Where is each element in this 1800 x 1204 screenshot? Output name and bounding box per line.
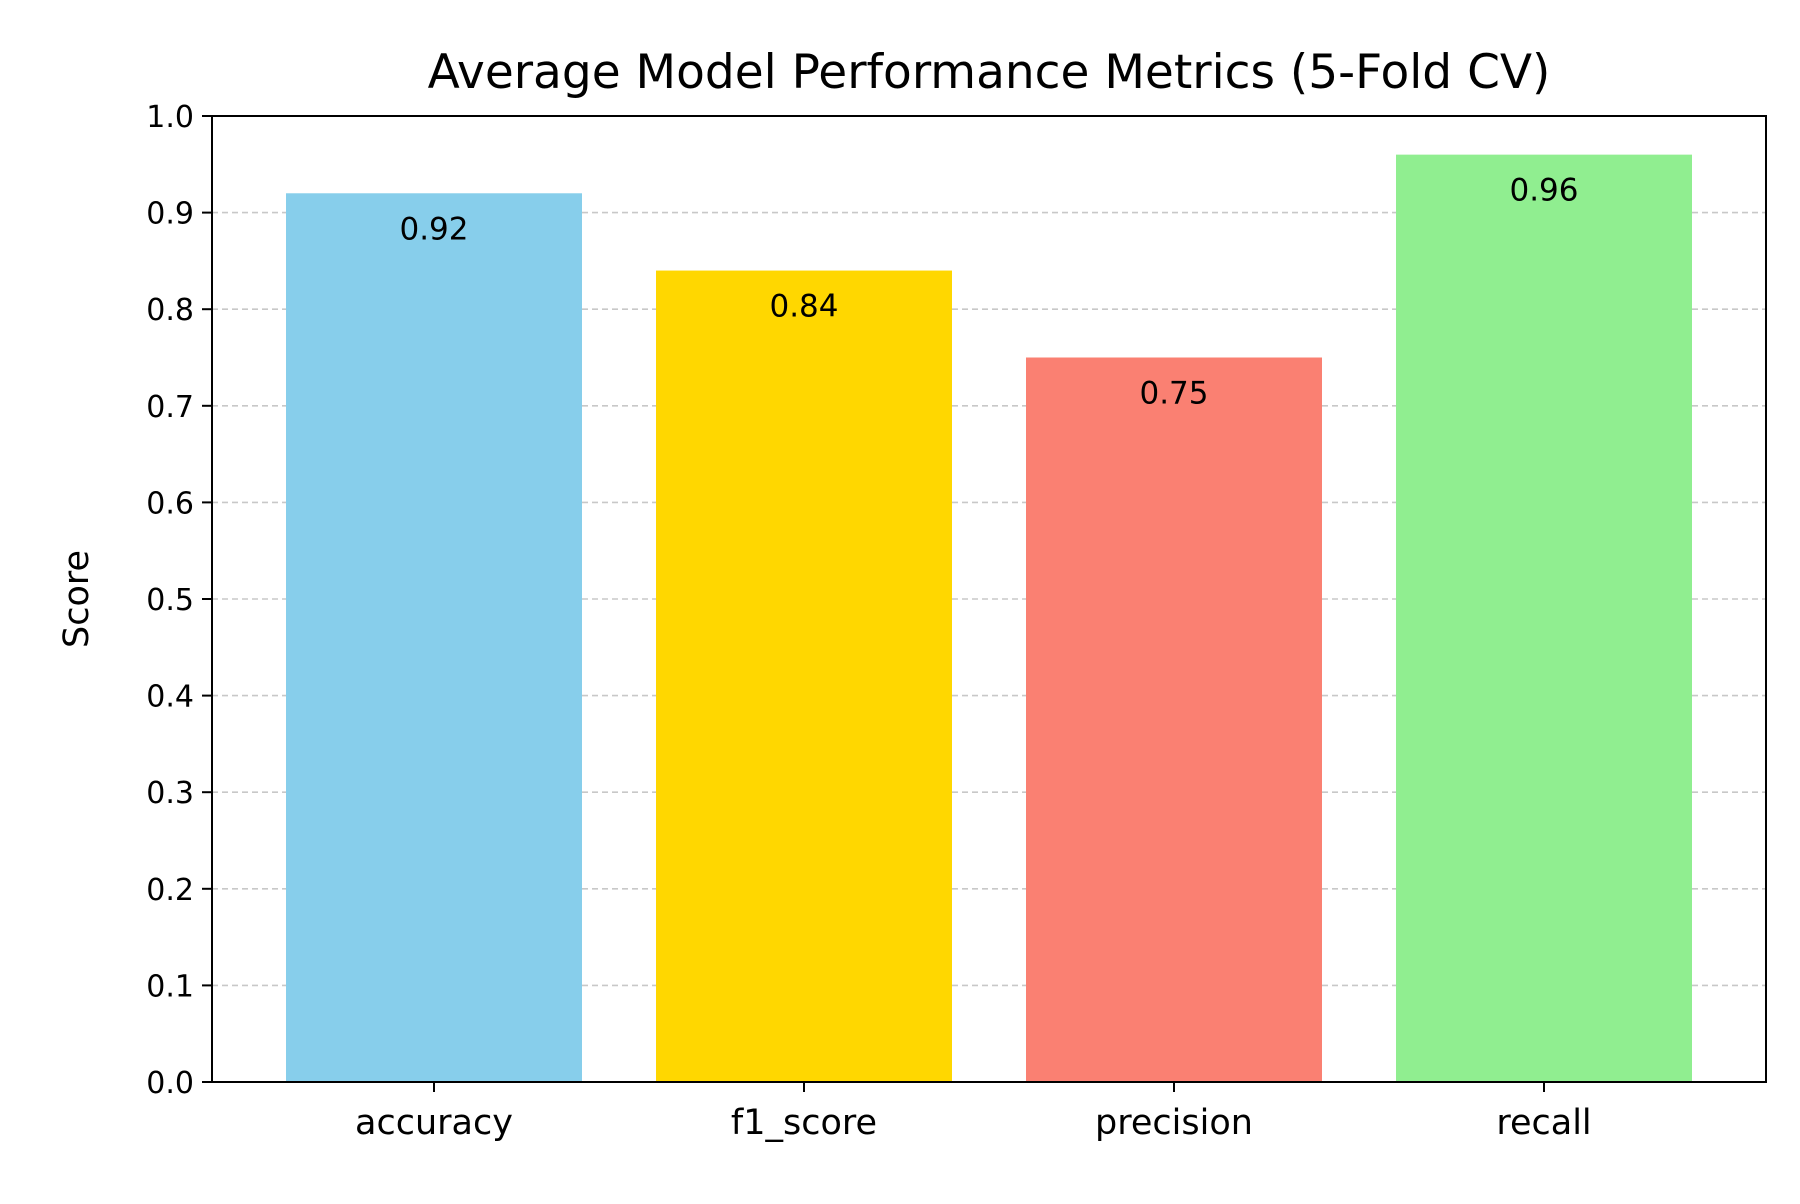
y-tick-label: 0.4: [146, 680, 194, 715]
bar-f1-score: [656, 270, 952, 1082]
data-label-precision: 0.75: [1139, 376, 1208, 412]
y-axis-label: Score: [57, 550, 97, 648]
x-tick-label: accuracy: [355, 1103, 513, 1143]
bar-precision: [1026, 357, 1322, 1082]
chart-title: Average Model Performance Metrics (5-Fol…: [428, 45, 1551, 100]
y-tick-label: 0.9: [146, 197, 194, 232]
y-tick-label: 0.1: [146, 969, 194, 1004]
data-label-recall: 0.96: [1509, 173, 1578, 209]
y-tick-label: 0.8: [146, 293, 194, 328]
x-tick-label: f1_score: [731, 1103, 877, 1143]
bar-accuracy: [286, 193, 582, 1082]
bars: [286, 154, 1692, 1082]
bar-recall: [1396, 154, 1692, 1082]
y-tick-label: 0.7: [146, 390, 194, 425]
y-tick-label: 0.5: [146, 583, 194, 618]
x-axis-ticks: accuracy f1_score precision recall: [355, 1082, 1592, 1143]
y-tick-label: 0.2: [146, 873, 194, 908]
x-tick-label: precision: [1095, 1103, 1253, 1143]
y-tick-label: 0.6: [146, 486, 194, 521]
y-axis-ticks: 0.0 0.1 0.2 0.3 0.4 0.5 0.6 0.7 0.8 0.9 1.0: [146, 100, 212, 1101]
y-tick-label: 1.0: [146, 100, 194, 135]
x-tick-label: recall: [1496, 1103, 1591, 1143]
data-label-accuracy: 0.92: [399, 211, 468, 247]
data-labels: 0.92 0.84 0.75 0.96: [399, 173, 1578, 412]
y-tick-label: 0.3: [146, 776, 194, 811]
data-label-f1-score: 0.84: [769, 289, 838, 325]
y-tick-label: 0.0: [146, 1066, 194, 1101]
